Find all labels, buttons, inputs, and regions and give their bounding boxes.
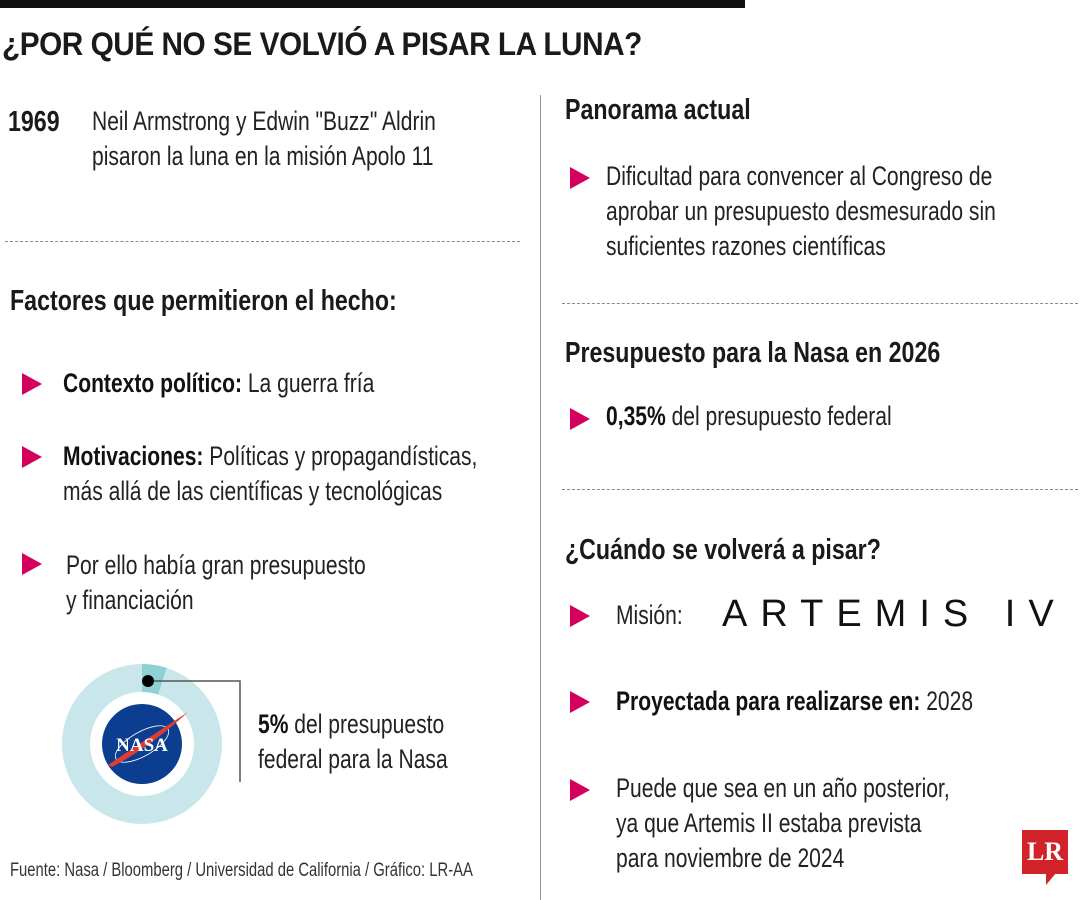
factor-text: La guerra fría — [241, 368, 375, 398]
callout-dot — [142, 675, 154, 687]
bullet-icon — [570, 167, 590, 189]
line: aprobar un presupuesto desmesurado sin — [606, 196, 996, 226]
bullet-icon — [570, 408, 590, 430]
later-text: Puede que sea en un año posterior, ya qu… — [616, 771, 950, 876]
line: para noviembre de 2024 — [616, 843, 845, 873]
source-note: Fuente: Nasa / Bloomberg / Universidad d… — [10, 860, 473, 881]
donut-label: 5% del presupuesto federal para la Nasa — [258, 707, 448, 777]
vector-icon — [108, 712, 188, 767]
bullet-icon — [22, 446, 42, 468]
callout-line — [154, 680, 241, 782]
divider — [5, 241, 520, 242]
divider — [562, 303, 1078, 304]
projected-label: Proyectada para realizarse en: — [616, 686, 921, 716]
projected-text: Proyectada para realizarse en: 2028 — [616, 684, 973, 719]
line: Neil Armstrong y Edwin "Buzz" Aldrin — [92, 106, 436, 136]
budget-donut: NASA — [62, 664, 241, 824]
brand-logo: LR — [1022, 830, 1068, 874]
text: del presupuesto federal — [665, 401, 892, 431]
panorama-heading: Panorama actual — [565, 94, 751, 126]
page-title: ¿POR QUÉ NO SE VOLVIÓ A PISAR LA LUNA? — [2, 26, 642, 62]
brand-logo-tail — [1046, 873, 1056, 885]
budget-percent: 0,35% — [606, 401, 666, 431]
text: federal para la Nasa — [258, 744, 448, 774]
panorama-text: Dificultad para convencer al Congreso de… — [606, 159, 996, 264]
line: ya que Artemis II estaba prevista — [616, 808, 922, 838]
factor-text: Políticas y propagandísticas, — [203, 441, 478, 471]
divider — [562, 489, 1078, 490]
mission-label: Misión: — [616, 600, 683, 630]
nasa-logo-text: NASA — [116, 735, 168, 756]
projected-year: 2028 — [920, 686, 974, 716]
factor-item: Motivaciones: Políticas y propagandístic… — [63, 439, 477, 509]
factor-text: Por ello había gran presupuesto — [66, 550, 366, 580]
factor-item: Contexto político: La guerra fría — [63, 366, 374, 401]
budget-text: 0,35% del presupuesto federal — [606, 399, 892, 434]
year-description: Neil Armstrong y Edwin "Buzz" Aldrin pis… — [92, 104, 436, 174]
bullet-icon — [22, 553, 42, 575]
top-bar — [0, 0, 745, 8]
text: del presupuesto — [288, 709, 445, 739]
factor-label: Motivaciones: — [63, 441, 204, 471]
factors-heading: Factores que permitieron el hecho: — [10, 285, 397, 317]
year: 1969 — [8, 106, 60, 138]
line: Puede que sea en un año posterior, — [616, 773, 950, 803]
bullet-icon — [570, 779, 590, 801]
percent: 5% — [258, 709, 289, 739]
line: pisaron la luna en la misión Apolo 11 — [92, 141, 434, 171]
factor-text: y financiación — [66, 585, 194, 615]
factor-text: más allá de las científicas y tecnológic… — [63, 476, 443, 506]
factor-label: Contexto político: — [63, 368, 242, 398]
column-divider — [540, 95, 541, 900]
factor-item: Por ello había gran presupuesto y financi… — [66, 548, 366, 618]
line: suficientes razones científicas — [606, 231, 886, 261]
bullet-icon — [570, 691, 590, 713]
budget-heading: Presupuesto para la Nasa en 2026 — [565, 337, 941, 369]
line: Dificultad para convencer al Congreso de — [606, 161, 993, 191]
bullet-icon — [570, 605, 590, 627]
when-heading: ¿Cuándo se volverá a pisar? — [565, 534, 881, 566]
bullet-icon — [22, 373, 42, 395]
mission-logo: ARTEMIS IV — [722, 593, 1067, 635]
